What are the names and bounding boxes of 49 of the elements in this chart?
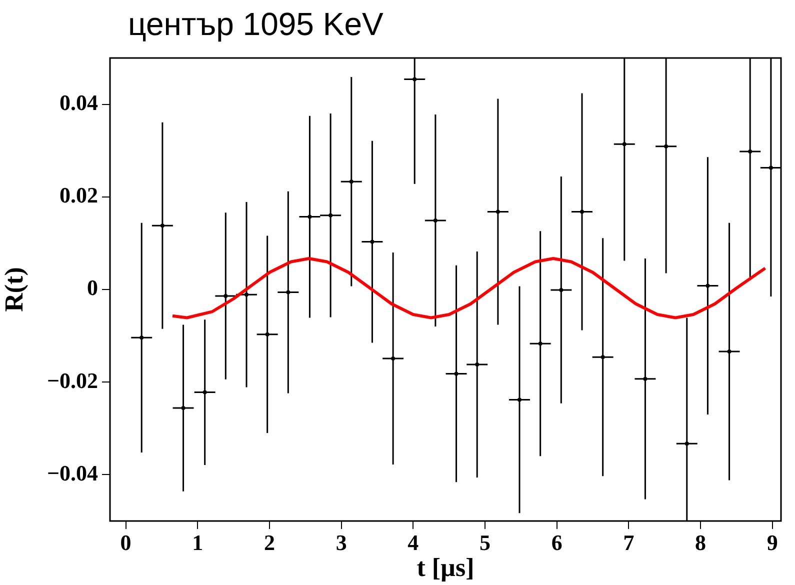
point [664,144,668,148]
point [391,356,396,360]
point [286,290,290,294]
point [181,406,186,410]
point [768,166,773,170]
point [600,355,605,360]
x-tick-label: 3 [336,530,347,555]
point [706,284,710,288]
x-tick-label: 1 [192,530,204,555]
point [622,142,626,146]
point [224,294,228,298]
point [349,180,354,184]
y-tick-label: −0.02 [46,368,98,393]
point [202,390,207,394]
point [727,350,732,354]
point [643,376,648,381]
x-tick-label: 8 [695,530,706,555]
point [370,240,374,244]
y-axis-title: R(t) [0,267,28,312]
y-tick-label: 0.04 [60,90,98,115]
x-tick-label: 5 [480,530,491,555]
x-tick-label: 7 [623,530,634,555]
point [244,292,248,297]
x-axis-title: t [µs] [416,553,474,582]
x-tick-label: 4 [408,530,419,555]
x-tick-label: 0 [120,530,132,555]
point [748,150,752,154]
point [559,288,564,292]
point [160,224,164,228]
point [140,336,144,340]
point [454,372,458,376]
point [496,210,500,214]
point [265,332,270,336]
y-tick-label: 0.02 [60,182,98,208]
x-tick-label: 2 [264,530,275,555]
x-tick-label: 6 [551,530,562,555]
point [684,442,689,446]
y-tick-label: 0 [87,275,98,300]
chart-title: център 1095 KeV [128,6,384,43]
point [580,210,584,214]
point [328,213,333,218]
x-tick-label: 9 [766,530,778,555]
point [538,342,542,346]
point [412,77,417,82]
y-tick-label: −0.04 [46,460,98,486]
point [433,218,438,223]
point [308,214,312,219]
point [517,398,522,402]
point [475,362,480,367]
